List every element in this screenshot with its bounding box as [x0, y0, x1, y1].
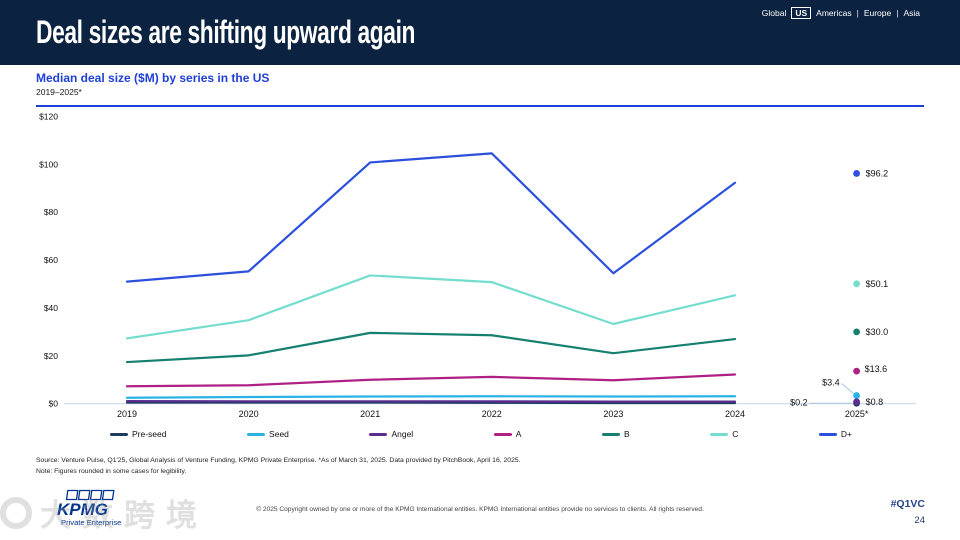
accent-rule — [36, 105, 924, 107]
x-tick-label: 2023 — [603, 409, 623, 419]
y-tick-label: $80 — [44, 207, 58, 217]
series-line-B — [125, 331, 737, 364]
x-tick-label: 2024 — [725, 409, 745, 419]
chart-legend: Pre-seed Seed Angel A B C D+ — [110, 429, 852, 439]
y-tick-label: $20 — [44, 351, 58, 361]
series-endpoint-D+ — [853, 170, 860, 177]
legend-item-seed: Seed — [247, 429, 289, 439]
source-note: Source: Venture Pulse, Q1'25, Global Ana… — [36, 456, 521, 477]
region-tab-americas[interactable]: Americas — [816, 8, 852, 18]
hashtag-label: #Q1VC — [890, 498, 925, 510]
series-endpoint-Angel — [853, 398, 860, 406]
chart-subtitle: 2019–2025* — [36, 87, 82, 97]
legend-swatch — [601, 432, 620, 436]
nav-separator: | — [856, 8, 859, 18]
y-tick-label: $60 — [44, 255, 58, 265]
legend-label: C — [732, 429, 739, 439]
region-nav: Global US Americas | Europe | Asia — [762, 7, 920, 19]
region-tab-asia[interactable]: Asia — [903, 8, 920, 18]
legend-item-angel: Angel — [369, 429, 413, 439]
end-label-C: $50.1 — [866, 279, 889, 289]
legend-swatch — [369, 432, 388, 436]
end-label-D+: $96.2 — [866, 168, 889, 178]
page-title: Deal sizes are shifting upward again — [36, 15, 416, 51]
source-line-1: Source: Venture Pulse, Q1'25, Global Ana… — [36, 457, 521, 464]
y-tick-label: $0 — [49, 399, 59, 409]
series-endpoint-B — [853, 328, 860, 336]
series-endpoint-Seed — [853, 392, 860, 399]
series-endpoint-Pre-seed — [853, 399, 860, 407]
legend-item-c: C — [710, 429, 738, 439]
x-tick-label: 2025* — [845, 409, 869, 419]
y-tick-label: $100 — [39, 159, 58, 169]
region-tab-europe[interactable]: Europe — [863, 8, 892, 18]
series-endpoint-A — [853, 367, 860, 375]
legend-label: Pre-seed — [132, 429, 167, 439]
kpmg-logo-boxes — [65, 489, 115, 501]
page-number: 24 — [914, 515, 925, 526]
series-endpoint-C — [853, 280, 860, 288]
y-tick-label: $120 — [39, 112, 58, 122]
end-label-B: $30.0 — [866, 327, 889, 337]
end-label-Pre-seed: $0.2 — [790, 398, 808, 408]
legend-swatch — [818, 432, 837, 436]
copyright-text: © 2025 Copyright owned by one or more of… — [256, 506, 704, 513]
legend-swatch — [247, 432, 266, 436]
legend-item-pre-seed: Pre-seed — [110, 429, 167, 439]
end-label-Angel: $0.8 — [866, 397, 884, 407]
series-line-A — [125, 373, 737, 388]
legend-item-dplus: D+ — [818, 429, 852, 439]
legend-label: Angel — [391, 429, 414, 439]
source-line-2: Note: Figures rounded in some cases for … — [36, 467, 187, 475]
kpmg-logo: KPMG Private Enterprise — [57, 489, 121, 527]
leader-line-Seed — [841, 383, 854, 394]
series-line-C — [125, 274, 737, 340]
region-tab-global[interactable]: Global — [761, 8, 787, 18]
series-line-Seed — [125, 395, 737, 399]
x-tick-label: 2020 — [239, 409, 259, 419]
kpmg-logo-wordmark: KPMG — [57, 500, 108, 519]
legend-swatch — [710, 432, 729, 436]
nav-separator: | — [896, 8, 899, 18]
legend-item-b: B — [601, 429, 630, 439]
legend-label: Seed — [269, 429, 289, 439]
x-tick-label: 2019 — [117, 409, 137, 419]
region-tab-us[interactable]: US — [791, 7, 812, 19]
legend-label: D+ — [840, 429, 852, 439]
legend-label: B — [623, 429, 630, 439]
kpmg-logo-subtext: Private Enterprise — [61, 518, 121, 527]
chart-title: Median deal size ($M) by series in the U… — [36, 71, 270, 85]
end-label-Seed: $3.4 — [822, 378, 840, 388]
legend-label: A — [515, 429, 522, 439]
series-line-D+ — [125, 152, 737, 283]
end-label-A: $13.6 — [865, 364, 888, 374]
legend-swatch — [110, 432, 128, 436]
legend-item-a: A — [493, 429, 522, 439]
x-tick-label: 2022 — [482, 409, 502, 419]
y-tick-label: $40 — [44, 303, 58, 313]
x-tick-label: 2021 — [360, 409, 380, 419]
header-band: Deal sizes are shifting upward again Glo… — [0, 0, 960, 65]
legend-swatch — [493, 432, 512, 436]
